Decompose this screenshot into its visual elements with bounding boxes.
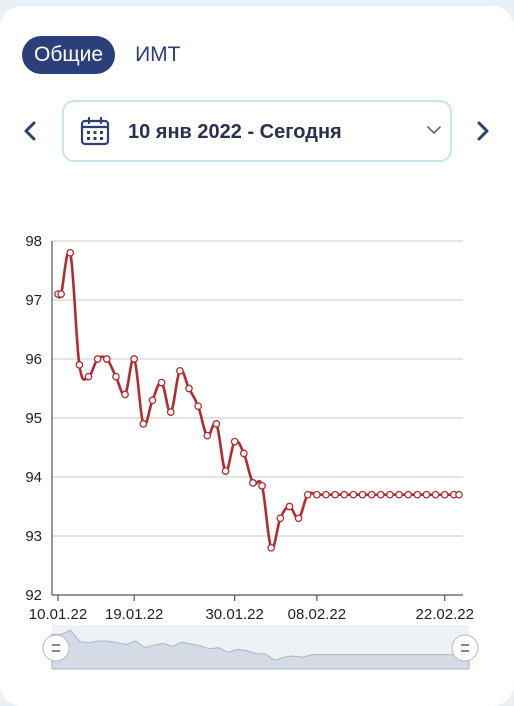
data-point [367, 490, 376, 499]
data-point [413, 490, 422, 499]
y-tick-label: 94 [25, 469, 42, 486]
data-point [294, 514, 303, 523]
data-point [376, 490, 385, 499]
x-tick-label: 22.02.22 [416, 606, 474, 623]
x-axis: 10.01.22 19.01.22 30.01.22 08.02.22 22.02.22 [29, 595, 474, 623]
data-point [331, 490, 339, 499]
data-point [322, 490, 330, 499]
data-point [176, 366, 184, 375]
data-point [258, 481, 266, 490]
data-point [230, 437, 239, 446]
data-point [340, 490, 349, 499]
data-point [221, 467, 230, 475]
prev-period-button[interactable] [17, 114, 43, 148]
navigator-area [51, 629, 470, 670]
x-tick-label: 10.01.22 [29, 606, 87, 623]
data-point [267, 543, 276, 552]
y-tick-label: 92 [25, 587, 42, 604]
y-tick-label: 98 [25, 233, 42, 250]
y-tick-label: 96 [25, 351, 42, 368]
data-point [303, 490, 312, 499]
data-point [455, 490, 463, 499]
chevron-left-icon [24, 121, 36, 141]
data-point [395, 490, 403, 499]
tab-bmi[interactable]: ИМТ [135, 43, 181, 66]
navigator-right-handle[interactable] [451, 634, 479, 662]
data-point [404, 490, 413, 499]
data-point [139, 420, 148, 428]
y-tick-label: 95 [25, 410, 42, 427]
data-point [102, 355, 111, 363]
y-axis: 92 93 94 95 96 97 98 [25, 233, 42, 604]
data-point [386, 490, 394, 499]
data-point [212, 420, 221, 428]
chart-grid [51, 240, 463, 596]
drag-handle-icon [451, 634, 479, 662]
data-point [166, 408, 175, 416]
data-point [249, 479, 257, 487]
content-card: Общие ИМТ 10 янв 2022 - Сегодня [0, 6, 514, 706]
y-tick-label: 93 [25, 528, 42, 545]
data-point [431, 490, 440, 499]
calendar-icon [80, 116, 110, 146]
data-point [239, 449, 248, 458]
data-point [358, 490, 367, 499]
drag-handle-icon [42, 634, 70, 662]
tab-general[interactable]: Общие [22, 36, 116, 74]
data-point [121, 390, 129, 399]
data-point [93, 355, 102, 363]
x-tick-label: 19.01.22 [105, 606, 163, 623]
chevron-down-icon [427, 126, 441, 134]
navigator-left-handle[interactable] [42, 634, 70, 662]
chevron-right-icon [477, 121, 489, 141]
y-tick-label: 97 [25, 292, 42, 309]
data-point [75, 361, 84, 369]
data-point [157, 378, 166, 387]
data-point [66, 248, 75, 257]
date-range-label: 10 янв 2022 - Сегодня [128, 121, 342, 143]
data-point [84, 372, 93, 381]
data-point [440, 490, 449, 499]
range-navigator[interactable] [42, 625, 479, 670]
data-point [203, 431, 212, 440]
tab-bar: Общие ИМТ [22, 36, 180, 74]
data-point [148, 396, 157, 405]
x-tick-label: 30.01.22 [205, 606, 263, 623]
next-period-button[interactable] [470, 114, 496, 148]
series-line [56, 249, 459, 550]
data-point [112, 372, 120, 381]
chart-series [54, 248, 463, 552]
weight-chart: 92 93 94 95 96 97 98 10.01.22 19.01.22 30.01.22 0… [25, 233, 479, 670]
data-point [313, 490, 321, 499]
data-point [285, 502, 294, 511]
x-tick-label: 08.02.22 [288, 606, 346, 623]
data-point [57, 290, 65, 298]
data-point [276, 514, 285, 523]
data-point [130, 355, 139, 363]
data-point [422, 490, 431, 499]
data-point [194, 402, 202, 411]
data-point [185, 384, 193, 393]
date-range-selector[interactable]: 10 янв 2022 - Сегодня [62, 100, 452, 162]
data-point [349, 490, 358, 499]
